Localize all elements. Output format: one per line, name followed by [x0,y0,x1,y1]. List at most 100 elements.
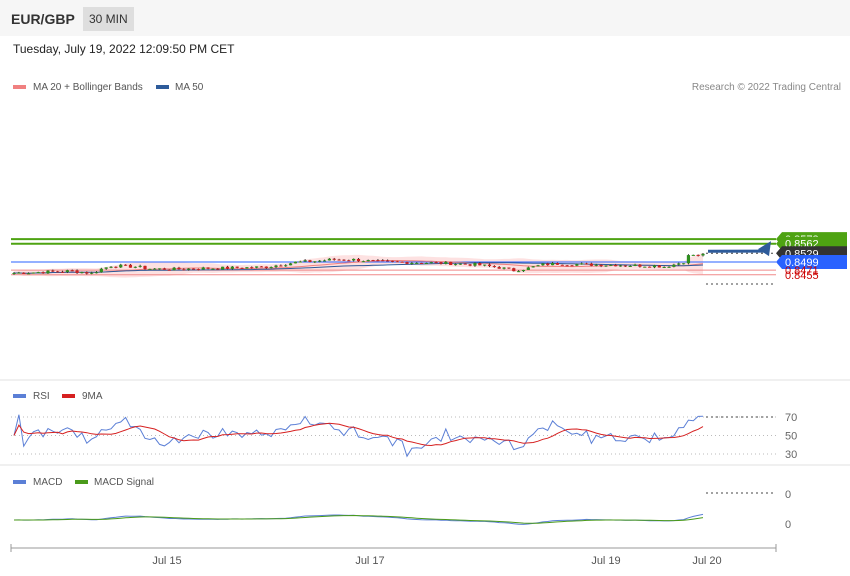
candle-body [157,268,162,270]
x-tick-label: Jul 17 [355,555,384,567]
candle-body [60,271,65,273]
legend-label: MA 20 + Bollinger Bands [33,82,143,93]
candle-body [172,267,176,271]
copyright: Research © 2022 Trading Central [692,82,841,93]
main-legend: MA 20 + Bollinger Bands MA 50 [13,82,204,93]
legend-label: MA 50 [175,82,204,93]
candle-body [419,262,424,264]
candle-body [177,267,181,270]
candle-body [104,267,108,269]
candle-body [633,264,637,266]
candle-body [240,267,244,269]
candle-body [94,272,99,274]
candle-body [517,271,521,273]
macd-panel: 00 [13,489,791,531]
candle-body [114,266,118,268]
macd-tick-label: 0 [785,519,791,531]
candle-body [138,265,142,267]
candle-body [51,270,55,272]
candle-body [618,265,623,267]
candle-body [434,262,438,264]
candle-body [221,266,225,270]
candle-body [17,272,21,274]
forecast-arrow [707,241,771,257]
candle-body [478,263,482,266]
rsi-ma-line [13,422,704,447]
candle-body [211,268,215,270]
symbol-label: EUR/GBP [11,11,75,27]
candle-body [381,260,385,262]
candle-body [526,267,530,270]
legend-swatch [75,480,88,484]
candle-body [609,264,613,266]
price-level-label: 0.8455 [785,270,819,282]
candle-body [483,264,487,266]
candle-body [356,258,361,262]
timeframe-button[interactable]: 30 MIN [83,7,134,31]
candle-body [424,262,429,264]
candle-body [541,263,545,266]
candle-body [458,263,462,265]
candle-body [686,255,691,264]
candle-body [191,268,196,270]
candle-body [453,264,458,266]
candle-body [628,265,632,267]
candle-body [245,267,249,269]
candle-body [681,263,686,265]
candle-body [70,270,74,272]
candle-body [361,261,365,263]
candle-body [46,270,50,274]
legend-swatch [156,85,169,89]
candle-body [502,267,506,269]
candle-body [570,265,574,267]
candle-body [531,266,535,268]
candle-body [264,266,268,269]
candle-body [390,260,395,262]
candle-body [521,269,526,272]
candle-body [279,265,283,267]
candle-body [206,267,210,269]
candle-body [395,261,399,263]
candle-body [463,263,467,265]
legend-swatch [13,394,26,398]
price-level-label: 0.8471 [785,265,819,277]
candle-body [599,264,603,267]
candle-body [614,264,618,267]
candle-body [148,268,152,270]
candle-body [429,262,433,264]
candle-body [643,266,647,268]
rsi-legend: RSI 9MA [13,391,103,402]
candle-body [468,264,472,266]
chart-header: EUR/GBP 30 MIN [0,0,850,36]
candle-body [90,272,94,274]
rsi-tick-label: 70 [785,412,797,424]
candle-body [133,266,137,268]
candle-body [26,273,31,275]
candle-body [589,263,594,266]
candle-body [696,254,700,256]
candle-body [196,269,200,271]
legend-label: MACD [33,477,62,488]
candle-body [672,264,676,267]
candle-body [352,258,356,261]
candle-body [449,261,453,266]
candle-body [259,266,264,268]
candle-body [497,267,501,269]
candle-body [327,258,331,261]
candle-body [313,261,317,263]
legend-swatch [13,480,26,484]
candle-body [580,263,584,265]
candle-body [288,263,293,266]
legend-label: RSI [33,391,50,402]
legend-swatch [62,394,75,398]
candle-body [560,264,564,266]
macd-legend: MACD MACD Signal [13,477,154,488]
candle-body [153,268,157,270]
candle-body [555,262,560,265]
candle-body [347,260,351,262]
candle-body [657,265,661,268]
candle-body [250,267,254,269]
candle-body [584,263,589,265]
candle-body [41,272,45,274]
